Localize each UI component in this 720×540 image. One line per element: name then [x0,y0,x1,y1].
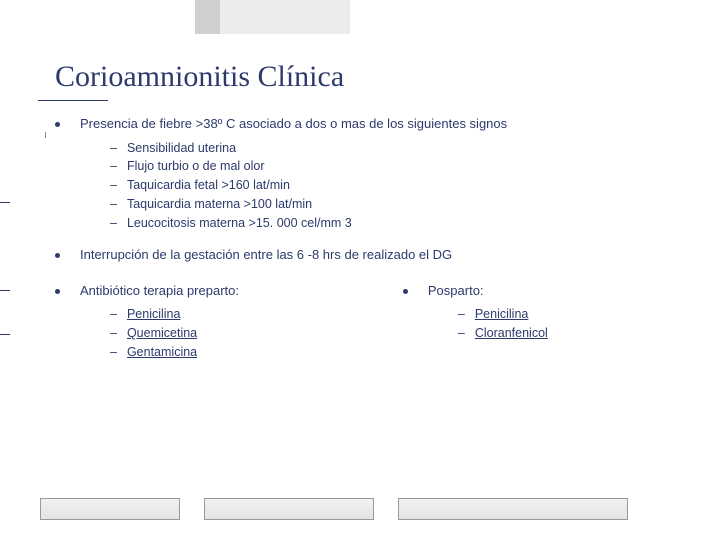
left-tick [0,290,10,291]
sub-text: Flujo turbio o de mal olor [127,157,265,176]
left-tick [0,202,10,203]
posparto-column: Posparto: –Penicilina –Cloranfenicol [403,282,680,376]
bullet-dot-icon [403,289,408,294]
sub-text: Taquicardia fetal >160 lat/min [127,176,290,195]
page-title: Corioamnionitis Clínica [55,60,344,94]
sub-text: Sensibilidad uterina [127,139,236,158]
bullet-dot-icon [55,253,60,258]
bullet-item: Posparto: [403,282,680,300]
bullet-text: Interrupción de la gestación entre las 6… [80,246,680,264]
decorative-top-bar [195,0,350,34]
sub-text: Leucocitosis materna >15. 000 cel/mm 3 [127,214,352,233]
bullet-item: Interrupción de la gestación entre las 6… [55,246,680,264]
sub-text: Penicilina [475,305,529,324]
sub-item: –Flujo turbio o de mal olor [110,157,680,176]
sub-list: –Penicilina –Quemicetina –Gentamicina [110,305,363,361]
left-tick [0,334,10,335]
slide-content: Presencia de fiebre >38º C asociado a do… [55,115,680,376]
bullet-text: Posparto: [428,282,680,300]
sub-text: Cloranfenicol [475,324,548,343]
sub-item: –Penicilina [110,305,363,324]
sub-item: –Penicilina [458,305,680,324]
title-underline [38,100,108,101]
bullet-item: Presencia de fiebre >38º C asociado a do… [55,115,680,133]
sub-item: –Quemicetina [110,324,363,343]
preparto-column: Antibiótico terapia preparto: –Penicilin… [55,282,363,376]
sub-item: –Taquicardia materna >100 lat/min [110,195,680,214]
sub-list: –Sensibilidad uterina –Flujo turbio o de… [110,139,680,233]
sub-text: Gentamicina [127,343,197,362]
bullet-item: Antibiótico terapia preparto: [55,282,363,300]
sub-text: Quemicetina [127,324,197,343]
margin-tick [45,132,46,138]
sub-list: –Penicilina –Cloranfenicol [458,305,680,343]
bullet-text: Antibiótico terapia preparto: [80,282,363,300]
sub-item: –Taquicardia fetal >160 lat/min [110,176,680,195]
sub-text: Penicilina [127,305,181,324]
decorative-bottom-bar [0,490,720,520]
bullet-text: Presencia de fiebre >38º C asociado a do… [80,115,680,133]
sub-item: –Gentamicina [110,343,363,362]
sub-text: Taquicardia materna >100 lat/min [127,195,312,214]
sub-item: –Cloranfenicol [458,324,680,343]
sub-item: –Leucocitosis materna >15. 000 cel/mm 3 [110,214,680,233]
bullet-dot-icon [55,289,60,294]
sub-item: –Sensibilidad uterina [110,139,680,158]
bullet-dot-icon [55,122,60,127]
